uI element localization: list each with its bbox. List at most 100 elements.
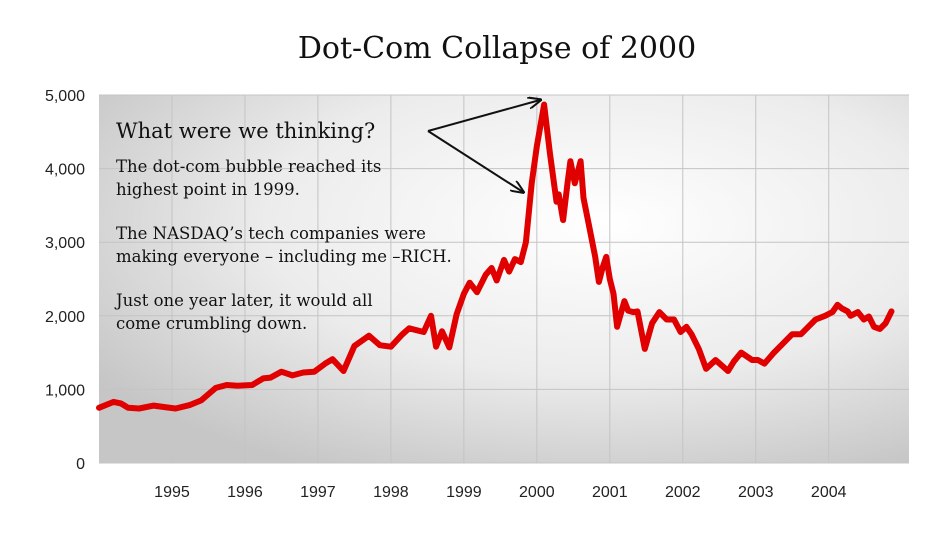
data-point <box>467 280 473 286</box>
data-point <box>388 344 394 350</box>
data-point <box>649 320 655 326</box>
series-points <box>96 102 894 411</box>
data-point <box>671 317 677 322</box>
data-point <box>523 239 529 245</box>
data-point <box>596 279 602 285</box>
annotation-line-4: making everyone – including me –RICH. <box>116 247 452 266</box>
data-point <box>835 302 840 308</box>
y-tick-label: 1,000 <box>45 382 85 399</box>
data-point <box>428 313 434 319</box>
data-point <box>621 298 627 304</box>
plot-background <box>99 95 909 463</box>
data-point <box>96 405 102 411</box>
data-point <box>461 291 467 297</box>
data-point <box>439 328 445 334</box>
x-tick-label: 1995 <box>154 484 190 501</box>
data-point <box>173 406 179 411</box>
data-point <box>187 402 193 408</box>
data-point <box>656 309 662 315</box>
data-point <box>489 265 495 271</box>
data-point <box>300 370 306 375</box>
data-point <box>501 257 507 263</box>
data-point <box>614 324 620 330</box>
data-point <box>829 309 835 315</box>
data-point <box>755 357 761 363</box>
x-tick-label: 1998 <box>373 484 409 501</box>
data-point <box>683 324 689 330</box>
data-point <box>725 368 731 374</box>
data-point <box>889 308 894 314</box>
y-tick-label: 4,000 <box>45 162 85 179</box>
annotation-line-5: Just one year later, it would all <box>114 291 373 310</box>
data-point <box>877 326 883 332</box>
data-point <box>581 195 586 201</box>
data-point <box>474 289 480 295</box>
data-point <box>351 343 357 349</box>
data-point <box>861 317 867 322</box>
data-point <box>635 308 640 314</box>
data-point <box>547 151 553 157</box>
data-point <box>664 317 670 322</box>
data-point <box>311 369 317 375</box>
data-point <box>529 180 535 186</box>
x-tick-label: 2000 <box>519 484 555 501</box>
data-point <box>713 357 719 363</box>
data-point <box>556 191 562 197</box>
data-point <box>572 180 578 186</box>
data-point <box>213 385 219 391</box>
y-tick-label: 5,000 <box>45 88 85 105</box>
y-axis-ticks: 0 1,000 2,000 3,000 4,000 5,000 <box>45 88 85 473</box>
data-point <box>839 305 845 311</box>
data-point <box>565 180 570 186</box>
data-point <box>235 383 241 389</box>
data-point <box>762 361 767 367</box>
data-point <box>446 344 452 350</box>
data-point <box>789 331 795 337</box>
data-point <box>642 346 648 352</box>
data-point <box>494 278 500 283</box>
data-point <box>567 158 573 164</box>
data-point <box>883 320 889 326</box>
data-point <box>611 291 616 297</box>
data-point <box>433 344 439 350</box>
data-point <box>630 309 636 315</box>
data-point <box>871 324 877 330</box>
data-point <box>592 254 598 260</box>
data-point <box>600 265 605 271</box>
chart-title: Dot-Com Collapse of 2000 <box>298 31 696 66</box>
x-tick-label: 2003 <box>738 484 774 501</box>
data-point <box>224 382 230 388</box>
data-point <box>366 333 372 339</box>
annotation-heading: What were we thinking? <box>116 119 375 143</box>
data-point <box>399 332 405 338</box>
data-point <box>845 308 851 314</box>
y-tick-label: 3,000 <box>45 235 85 252</box>
data-point <box>625 308 631 314</box>
data-point <box>260 375 266 381</box>
annotation-line-3: The NASDAQ’s tech companies were <box>116 224 426 243</box>
data-point <box>136 406 142 411</box>
annotation: What were we thinking? The dot-com bubbl… <box>114 100 540 333</box>
data-point <box>554 199 559 205</box>
data-point <box>805 324 811 330</box>
data-point <box>341 368 346 374</box>
data-point <box>749 357 755 363</box>
x-tick-label: 1999 <box>446 484 482 501</box>
data-point <box>586 225 592 230</box>
data-point <box>198 397 204 403</box>
data-point <box>330 356 335 362</box>
data-point <box>483 272 489 278</box>
data-point <box>249 382 255 388</box>
data-point <box>406 325 412 331</box>
y-tick-label: 0 <box>76 456 85 473</box>
x-tick-label: 2004 <box>811 484 847 501</box>
data-point <box>377 342 383 348</box>
data-point <box>268 375 273 381</box>
data-point <box>822 313 828 319</box>
annotation-line-6: come crumbling down. <box>116 314 307 333</box>
arrow-to-peak <box>427 100 540 132</box>
data-point <box>118 400 124 406</box>
data-point <box>703 366 709 372</box>
data-point <box>738 350 744 356</box>
